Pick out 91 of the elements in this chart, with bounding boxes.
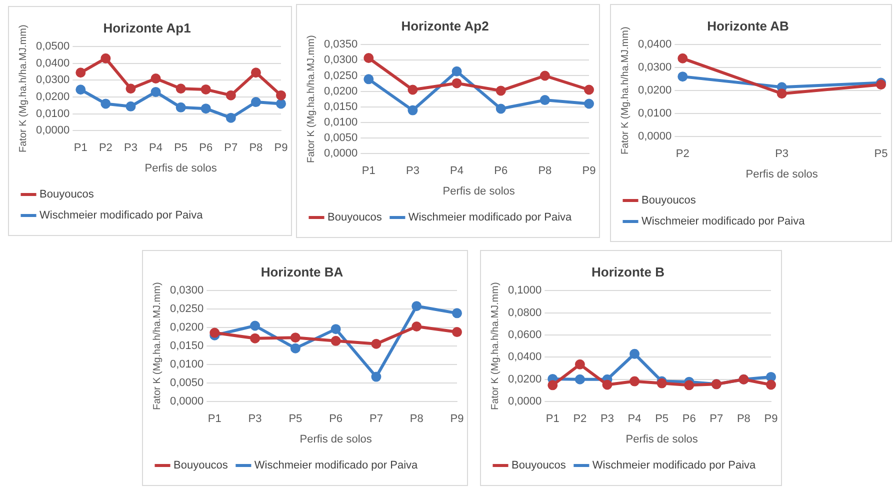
y-tick-label: 0,0400: [638, 38, 672, 51]
x-tick-label: P5: [655, 413, 669, 426]
legend-label: Bouyoucos: [328, 212, 382, 224]
y-tick-label: 0,1000: [508, 284, 542, 297]
x-axis-title: Perfis de solos: [144, 162, 218, 174]
x-tick-label: P3: [775, 148, 789, 160]
x-tick-label: P4: [149, 142, 163, 154]
y-tick-label: 0,0250: [324, 70, 358, 82]
legend-label: Wischmeier modificado por Paiva: [642, 216, 806, 228]
y-axis-title: Fator K (Mg.ha.h/ha.MJ.mm): [152, 282, 163, 410]
y-tick-label: 0,0100: [170, 358, 204, 371]
legend-label: Bouyoucos: [40, 188, 94, 201]
x-tick-label: P3: [124, 142, 138, 154]
chart-title: Horizonte Ap2: [401, 18, 489, 34]
y-tick-label: 0,0200: [508, 373, 542, 386]
x-tick-label: P7: [224, 142, 238, 154]
legend-label: Bouyoucos: [642, 194, 696, 207]
x-tick-label: P8: [736, 413, 750, 426]
x-tick-label: P1: [208, 413, 222, 426]
y-tick-label: 0,0600: [508, 329, 542, 342]
y-tick-label: 0,0150: [324, 100, 358, 113]
y-tick-label: 0,0000: [638, 130, 672, 143]
legend-label: Bouyoucos: [174, 460, 228, 472]
y-tick-label: 0,0200: [324, 85, 358, 98]
chart-title: Horizonte AB: [707, 18, 789, 34]
x-tick-label: P7: [710, 413, 724, 426]
x-tick-label: P4: [450, 165, 464, 178]
x-tick-label: P5: [874, 148, 888, 160]
x-tick-label: P3: [406, 165, 420, 178]
y-axis-title: Fator K (Mg.ha.h/ha.MJ.mm): [620, 26, 631, 155]
x-tick-label: P3: [600, 413, 614, 426]
x-axis-title: Perfis de solos: [746, 168, 818, 180]
y-tick-label: 0,0400: [36, 57, 70, 70]
y-tick-label: 0,0150: [170, 340, 204, 352]
y-tick-label: 0,0200: [170, 322, 204, 334]
x-axis-title: Perfis de solos: [300, 433, 372, 446]
x-tick-label: P7: [369, 413, 383, 426]
y-tick-label: 0,0050: [170, 377, 204, 390]
y-tick-label: 0,0300: [36, 74, 70, 86]
x-axis-title: Perfis de solos: [442, 185, 516, 198]
y-tick-label: 0,0000: [508, 396, 542, 408]
y-axis-title: Fator K (Mg.ha.h/ha.MJ.mm): [490, 282, 501, 410]
x-tick-label: P1: [74, 142, 88, 154]
x-tick-label: P6: [494, 165, 508, 178]
y-axis-title: Fator K (Mg.ha.h/ha.MJ.mm): [306, 35, 317, 164]
x-tick-label: P5: [288, 413, 302, 426]
y-tick-label: 0,0800: [508, 306, 542, 319]
y-tick-label: 0,0300: [324, 54, 358, 66]
x-tick-label: P2: [98, 142, 112, 154]
legend-label: Wischmeier modificado por Paiva: [254, 460, 419, 472]
y-tick-label: 0,0100: [36, 108, 70, 120]
y-tick-label: 0,0200: [36, 91, 70, 104]
x-tick-label: P8: [538, 165, 552, 178]
y-tick-label: 0,0250: [170, 303, 204, 316]
y-tick-label: 0,0000: [36, 124, 70, 137]
legend-label: Bouyoucos: [512, 460, 566, 472]
y-tick-label: 0,0200: [638, 84, 672, 97]
y-tick-label: 0,0050: [324, 132, 358, 144]
y-axis-title: Fator K (Mg.ha.h/ha.MJ.mm): [18, 24, 29, 153]
x-tick-label: P5: [174, 142, 188, 154]
y-tick-label: 0,0350: [324, 38, 358, 51]
x-tick-label: P1: [546, 413, 560, 426]
x-tick-label: P8: [249, 142, 263, 154]
x-tick-label: P9: [274, 142, 288, 154]
legend-label: Wischmeier modificado por Paiva: [592, 460, 757, 472]
chart-title: Horizonte B: [592, 264, 664, 280]
chart-title: Horizonte BA: [260, 264, 344, 280]
legend-label: Wischmeier modificado por Paiva: [408, 212, 573, 224]
y-tick-label: 0,0300: [170, 284, 204, 297]
x-tick-label: P9: [450, 413, 464, 426]
y-tick-label: 0,0000: [324, 148, 358, 160]
x-tick-label: P2: [573, 413, 587, 426]
x-tick-label: P9: [582, 165, 596, 178]
x-tick-label: P8: [410, 413, 424, 426]
y-tick-label: 0,0100: [638, 108, 672, 120]
x-tick-label: P2: [676, 148, 690, 160]
legend-label: Wischmeier modificado por Paiva: [40, 210, 204, 222]
x-axis-title: Perfis de solos: [626, 433, 698, 446]
x-tick-label: P3: [248, 413, 262, 426]
x-tick-label: P9: [764, 413, 778, 426]
y-tick-label: 0,0400: [508, 351, 542, 364]
y-tick-label: 0,0500: [36, 40, 70, 53]
y-tick-label: 0,0000: [170, 396, 204, 408]
x-tick-label: P6: [199, 142, 213, 154]
chart-title: Horizonte Ap1: [103, 20, 191, 36]
x-tick-label: P6: [329, 413, 343, 426]
y-tick-label: 0,0300: [638, 62, 672, 74]
x-tick-label: P6: [682, 413, 696, 426]
x-tick-label: P4: [628, 413, 642, 426]
x-tick-label: P1: [362, 165, 376, 178]
y-tick-label: 0,0100: [324, 116, 358, 128]
